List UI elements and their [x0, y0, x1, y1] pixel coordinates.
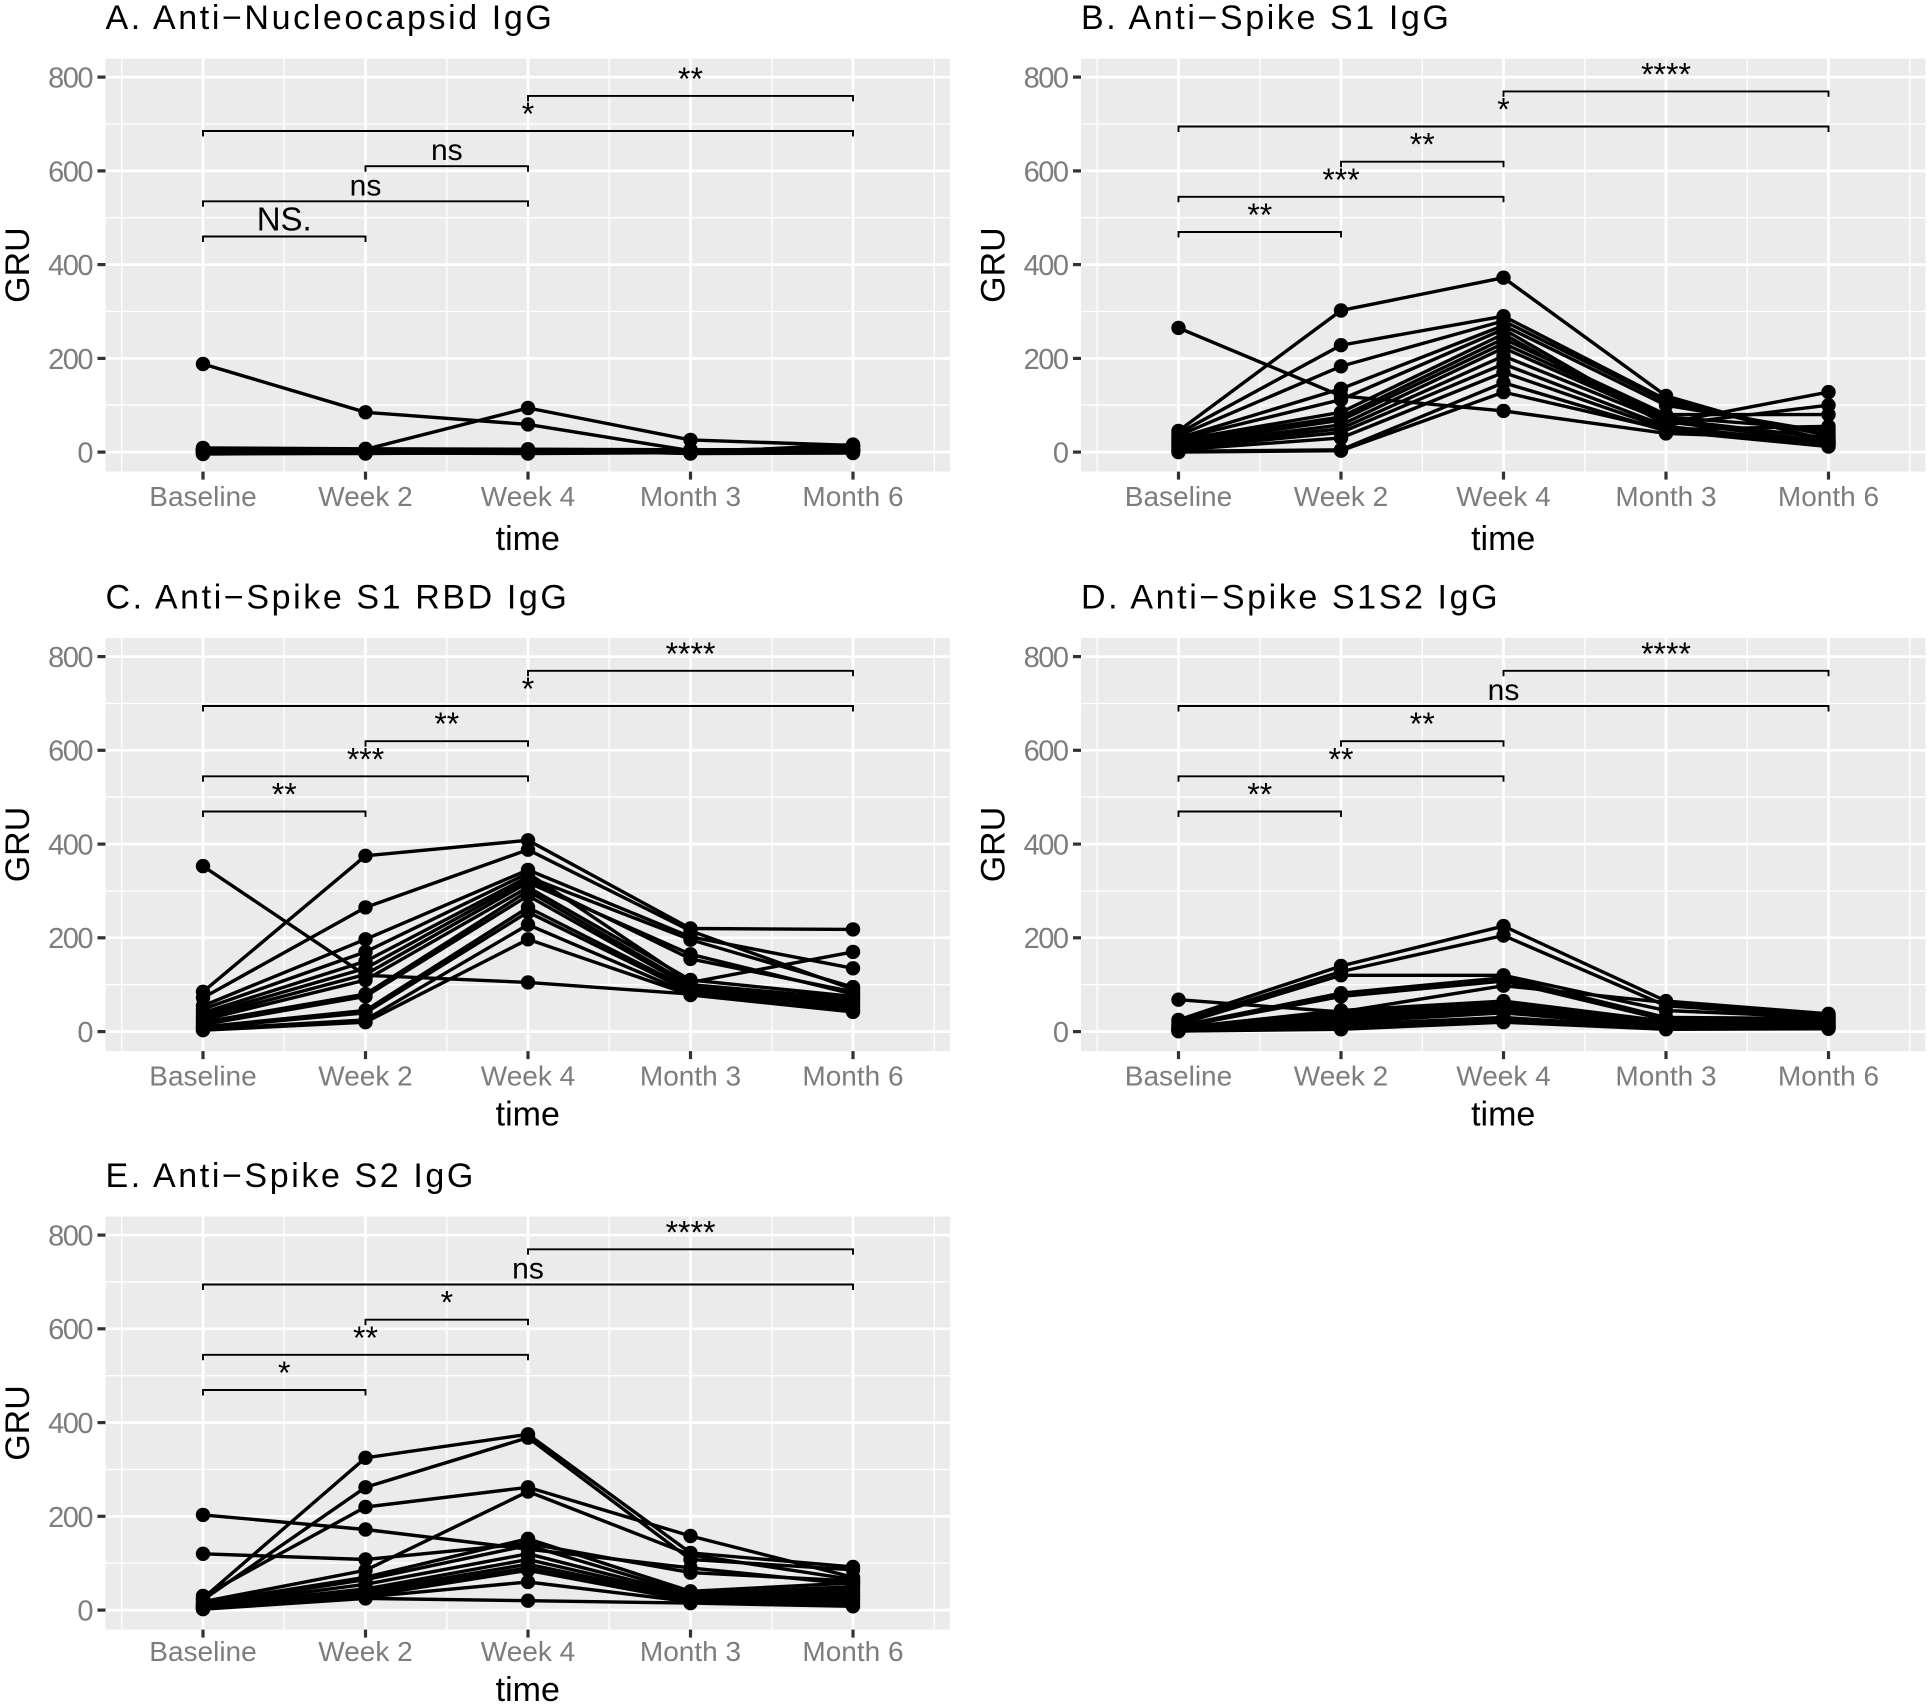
svg-text:200: 200 — [1024, 344, 1068, 376]
svg-text:200: 200 — [48, 344, 92, 376]
svg-text:GRU: GRU — [975, 227, 1013, 303]
svg-text:GRU: GRU — [0, 227, 37, 303]
svg-text:**: ** — [272, 777, 297, 813]
svg-text:ns: ns — [350, 169, 382, 202]
svg-text:**: ** — [434, 706, 459, 742]
svg-text:GRU: GRU — [0, 807, 37, 883]
svg-text:0: 0 — [77, 1596, 92, 1628]
svg-text:200: 200 — [48, 1502, 92, 1534]
svg-text:0: 0 — [1053, 438, 1068, 470]
svg-text:600: 600 — [1024, 736, 1068, 768]
svg-text:Month 3: Month 3 — [640, 481, 741, 512]
svg-text:Week 2: Week 2 — [1294, 481, 1388, 512]
svg-text:Week 4: Week 4 — [481, 1636, 575, 1667]
svg-text:Month 3: Month 3 — [1615, 1061, 1716, 1092]
svg-text:ns: ns — [431, 134, 463, 167]
svg-text:***: *** — [347, 741, 384, 777]
svg-text:time: time — [496, 520, 560, 558]
svg-text:Baseline: Baseline — [1125, 481, 1232, 512]
svg-text:0: 0 — [77, 438, 92, 470]
svg-text:Week 4: Week 4 — [481, 1061, 575, 1092]
svg-text:600: 600 — [48, 736, 92, 768]
svg-text:*: * — [441, 1285, 453, 1321]
svg-text:Week 4: Week 4 — [1456, 481, 1550, 512]
svg-text:*: * — [1497, 92, 1509, 128]
svg-text:Week 2: Week 2 — [318, 1061, 412, 1092]
svg-text:Baseline: Baseline — [149, 1636, 256, 1667]
svg-text:Baseline: Baseline — [149, 1061, 256, 1092]
svg-text:*: * — [522, 671, 534, 707]
svg-text:A. Anti−Nucleocapsid IgG: A. Anti−Nucleocapsid IgG — [106, 0, 555, 37]
svg-text:NS.: NS. — [257, 201, 312, 238]
svg-text:ns: ns — [512, 1253, 544, 1286]
svg-text:Week 4: Week 4 — [481, 481, 575, 512]
svg-text:Month 6: Month 6 — [1778, 481, 1879, 512]
svg-text:0: 0 — [1053, 1017, 1068, 1049]
svg-text:0: 0 — [77, 1017, 92, 1049]
svg-text:200: 200 — [1024, 923, 1068, 955]
svg-text:400: 400 — [48, 830, 92, 862]
svg-text:600: 600 — [48, 1314, 92, 1346]
svg-text:****: **** — [1641, 56, 1691, 92]
svg-text:Month 6: Month 6 — [1778, 1061, 1879, 1092]
svg-text:Week 2: Week 2 — [318, 1636, 412, 1667]
svg-text:800: 800 — [48, 63, 92, 95]
svg-text:800: 800 — [48, 642, 92, 674]
svg-text:Week 4: Week 4 — [1456, 1061, 1550, 1092]
svg-text:Week 2: Week 2 — [318, 481, 412, 512]
svg-text:200: 200 — [48, 923, 92, 955]
svg-text:600: 600 — [1024, 156, 1068, 188]
svg-text:**: ** — [1247, 197, 1272, 233]
svg-text:****: **** — [666, 636, 716, 672]
svg-text:GRU: GRU — [975, 807, 1013, 883]
svg-text:****: **** — [1641, 636, 1691, 672]
svg-text:600: 600 — [48, 156, 92, 188]
svg-text:**: ** — [353, 1320, 378, 1356]
svg-text:Month 6: Month 6 — [802, 481, 903, 512]
svg-text:time: time — [496, 1096, 560, 1134]
svg-text:***: *** — [1322, 162, 1359, 198]
svg-text:800: 800 — [1024, 642, 1068, 674]
svg-text:400: 400 — [1024, 830, 1068, 862]
svg-text:Baseline: Baseline — [149, 481, 256, 512]
svg-text:**: ** — [1410, 706, 1435, 742]
svg-text:B. Anti−Spike S1 IgG: B. Anti−Spike S1 IgG — [1081, 0, 1451, 37]
svg-text:time: time — [496, 1671, 560, 1707]
svg-text:Month 6: Month 6 — [802, 1636, 903, 1667]
svg-text:ns: ns — [1488, 674, 1520, 707]
svg-text:Week 2: Week 2 — [1294, 1061, 1388, 1092]
svg-text:Month 3: Month 3 — [640, 1061, 741, 1092]
svg-text:**: ** — [1247, 777, 1272, 813]
svg-text:Month 6: Month 6 — [802, 1061, 903, 1092]
svg-text:Month 3: Month 3 — [1615, 481, 1716, 512]
svg-text:*: * — [522, 96, 534, 132]
svg-text:**: ** — [678, 61, 703, 97]
svg-text:400: 400 — [1024, 250, 1068, 282]
svg-text:800: 800 — [48, 1221, 92, 1253]
svg-text:800: 800 — [1024, 63, 1068, 95]
svg-text:Month 3: Month 3 — [640, 1636, 741, 1667]
svg-text:*: * — [278, 1355, 290, 1391]
svg-text:Baseline: Baseline — [1125, 1061, 1232, 1092]
svg-text:E. Anti−Spike S2 IgG: E. Anti−Spike S2 IgG — [106, 1157, 476, 1195]
svg-text:C. Anti−Spike S1 RBD IgG: C. Anti−Spike S1 RBD IgG — [106, 579, 570, 617]
svg-text:****: **** — [666, 1214, 716, 1250]
svg-text:time: time — [1471, 1096, 1535, 1134]
svg-text:**: ** — [1410, 127, 1435, 163]
svg-text:time: time — [1471, 520, 1535, 558]
svg-text:GRU: GRU — [0, 1385, 37, 1461]
svg-text:400: 400 — [48, 250, 92, 282]
svg-text:**: ** — [1329, 741, 1354, 777]
svg-text:400: 400 — [48, 1408, 92, 1440]
svg-text:D. Anti−Spike S1S2 IgG: D. Anti−Spike S1S2 IgG — [1081, 579, 1500, 617]
